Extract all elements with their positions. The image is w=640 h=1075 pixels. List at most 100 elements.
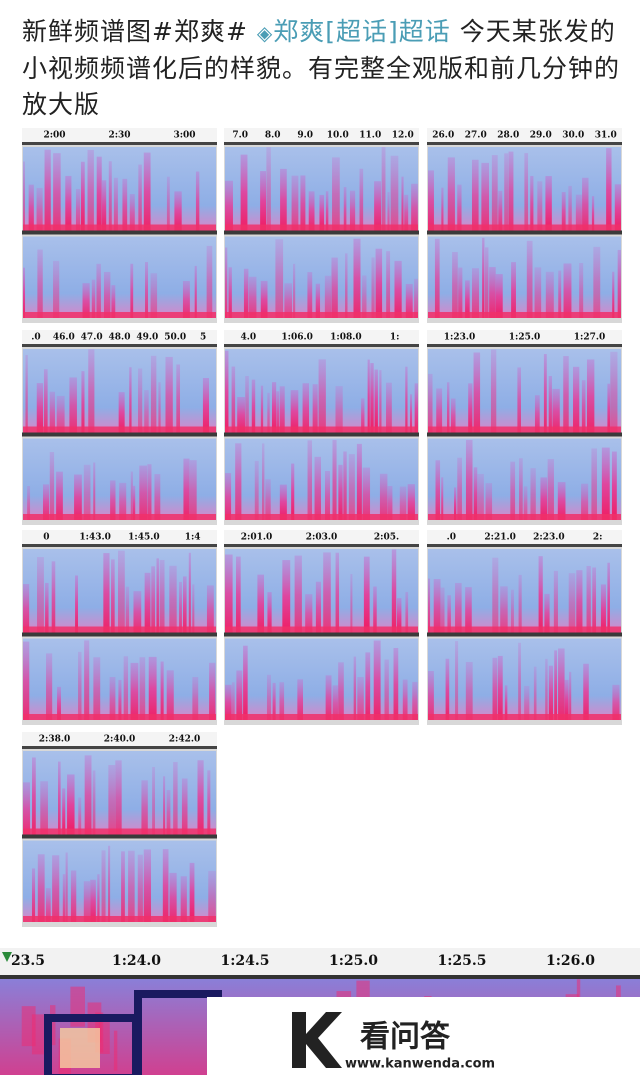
spectrum-stripe xyxy=(118,392,125,433)
spectrum-floor xyxy=(23,714,216,720)
spectrum-stripe xyxy=(74,474,82,520)
spectrum-stripe xyxy=(353,656,357,720)
band-separator xyxy=(224,230,419,235)
spectrum-stripe xyxy=(138,368,143,433)
spectrum-stripe xyxy=(379,473,388,520)
spectrum-stripe xyxy=(394,260,402,318)
ruler xyxy=(427,330,622,344)
spectrum-stripe xyxy=(612,271,615,318)
spectrum-stripe xyxy=(180,876,187,922)
zoom-stripe xyxy=(98,1013,110,1054)
spectrum-stripe xyxy=(547,459,554,520)
tick-label: 2:21.0 xyxy=(484,533,516,543)
spectrum-stripe xyxy=(69,377,77,433)
spectrum-stripe xyxy=(261,443,265,520)
spectrum-stripe xyxy=(457,184,462,231)
highlight xyxy=(60,1028,100,1068)
spectrum-stripe xyxy=(356,443,362,520)
spectrum-stripe xyxy=(307,440,313,520)
spectrum-stripe xyxy=(84,640,90,720)
spectrum-stripe xyxy=(111,559,115,633)
spectrum-stripe xyxy=(455,641,459,720)
spectrum-stripe xyxy=(65,852,68,922)
spectrum-stripe xyxy=(49,451,55,520)
spectrum-stripe xyxy=(534,395,540,433)
tick-label: 1:06.0 xyxy=(281,333,313,343)
spectrum-stripe xyxy=(548,665,553,720)
spectrum-stripe xyxy=(108,845,111,922)
spectrum-stripe xyxy=(267,592,272,633)
spectrum-stripe xyxy=(307,272,313,318)
spectrum-stripe xyxy=(122,178,128,231)
spectrum-stripe xyxy=(103,271,111,318)
spectrum-stripe xyxy=(128,850,135,922)
spectrum-stripe xyxy=(31,868,36,922)
tick-label: 2: xyxy=(593,533,603,543)
spectrum-stripe xyxy=(49,391,55,433)
topic-link[interactable]: 郑爽[超话]超话 xyxy=(273,17,451,46)
spectrum-stripe xyxy=(271,382,277,433)
watermark-url: www.kanwenda.com xyxy=(345,1057,495,1072)
spectrum-stripe xyxy=(481,162,489,231)
band-separator xyxy=(22,432,217,437)
spectrum-stripe xyxy=(465,280,470,318)
spectrum-floor xyxy=(428,514,621,520)
spectrum-stripe xyxy=(243,268,249,318)
spectrum-stripe xyxy=(45,888,51,922)
spectrum-stripe xyxy=(195,171,200,231)
ruler xyxy=(22,732,217,746)
spectrum-stripe xyxy=(254,460,259,520)
ruler xyxy=(22,128,217,142)
spectrum-stripe xyxy=(176,364,181,433)
spectrum-stripe xyxy=(500,586,508,633)
spectrum-stripe xyxy=(133,591,142,633)
spectrum-stripe xyxy=(144,390,149,433)
spectrum-stripe xyxy=(260,385,264,433)
spectrum-stripe xyxy=(272,682,276,720)
spectrum-stripe xyxy=(23,161,26,231)
spectrum-stripe xyxy=(27,485,31,520)
spectrum-stripe xyxy=(81,371,85,433)
spectrum-stripe xyxy=(182,280,190,318)
spectrum-stripe xyxy=(279,682,285,720)
tick-label: 1:4 xyxy=(185,533,201,543)
spectrum-stripe xyxy=(583,663,589,720)
spectrum-stripe xyxy=(318,359,326,433)
spectrum-stripe xyxy=(206,585,214,633)
spectrum-stripe xyxy=(367,359,370,433)
spectrum-stripe xyxy=(314,456,321,520)
spectrum-stripe xyxy=(343,451,347,520)
ruler xyxy=(22,330,217,344)
spectrum-stripe xyxy=(67,774,75,835)
spectrum-stripe xyxy=(543,354,547,433)
spectrum-stripe xyxy=(137,854,143,922)
spectrum-stripe xyxy=(300,175,306,231)
spectrum-stripe xyxy=(78,797,82,835)
spectrum-floor xyxy=(23,828,216,835)
spectrum-stripe xyxy=(450,398,456,433)
tick-label: 2:42.0 xyxy=(169,735,201,745)
spectrum-stripe xyxy=(240,154,248,231)
spectrum-stripe xyxy=(40,781,48,835)
spectrum-stripe xyxy=(331,257,338,318)
spectrum-stripe xyxy=(332,440,337,520)
spectrum-stripe xyxy=(414,278,418,318)
spectrum-floor xyxy=(428,426,621,433)
spectrum-stripe xyxy=(225,473,232,520)
spectrum-stripe xyxy=(545,658,548,720)
spectrum-stripe xyxy=(265,479,271,520)
spectrum-stripe xyxy=(56,471,63,520)
spectrum-stripe xyxy=(402,679,408,720)
tick-label: 2:05. xyxy=(374,533,399,543)
spectrum-stripe xyxy=(192,677,199,720)
post-body: 今天某张发的小视频频谱化后的样貌。有完整全观版和前几分钟的放大版 xyxy=(22,17,621,119)
hashtag[interactable]: 新鲜频谱图#郑爽# xyxy=(22,17,248,46)
spectrum-stripe xyxy=(390,155,399,231)
spectrum-stripe xyxy=(90,879,96,922)
zoom-tick-label: 1:24.5 xyxy=(220,953,269,969)
spectrum-stripe xyxy=(87,149,94,231)
spectrum-stripe xyxy=(582,177,589,231)
spectrum-stripe xyxy=(441,477,444,520)
spectrum-stripe xyxy=(332,157,340,231)
